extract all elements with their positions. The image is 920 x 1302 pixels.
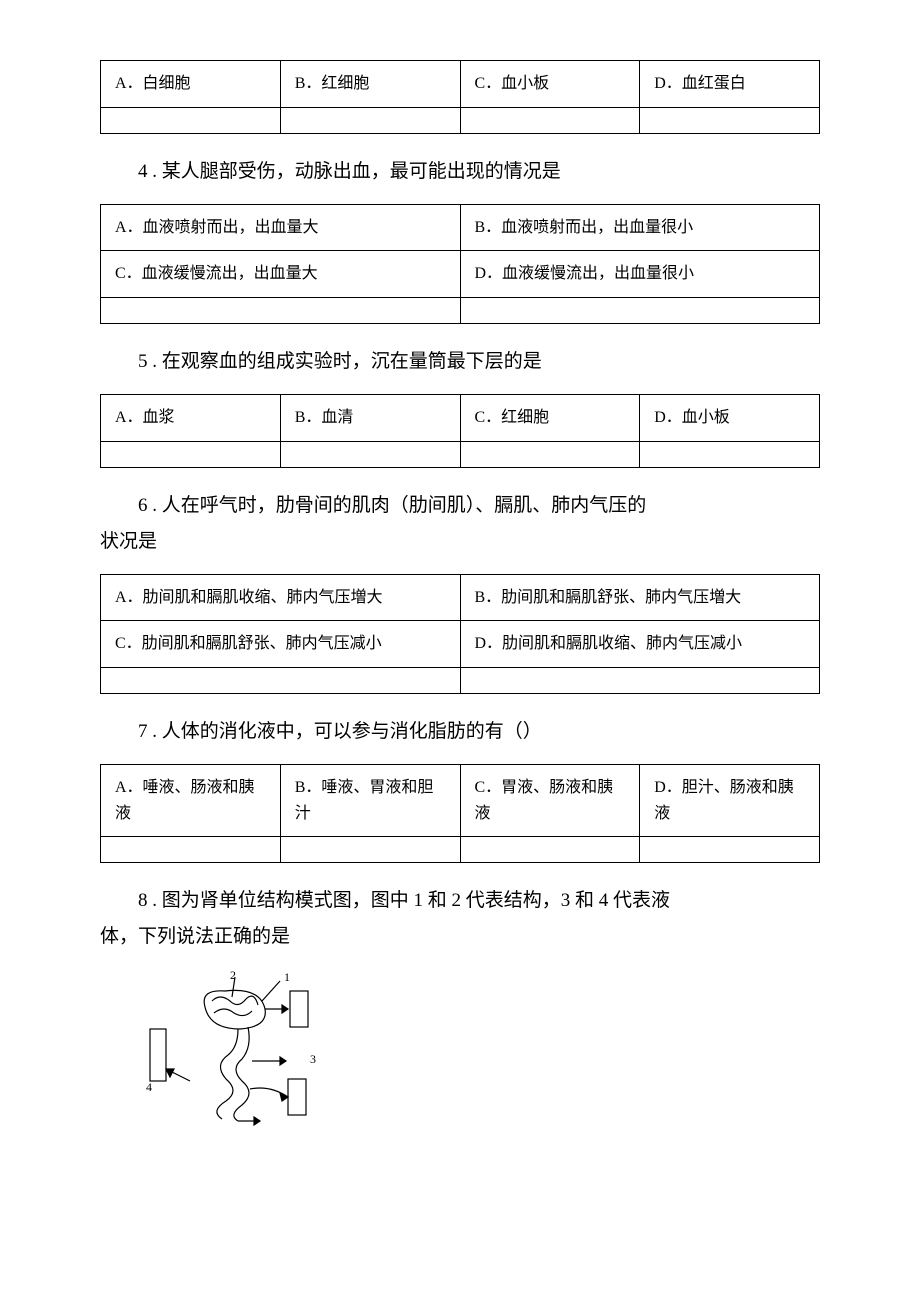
q4-option-d: D．血液缓慢流出，出血量很小 bbox=[460, 251, 820, 298]
q7-option-d: D．胆汁、肠液和胰液 bbox=[640, 765, 820, 837]
q4-option-b: B．血液喷射而出，出血量很小 bbox=[460, 204, 820, 251]
empty-cell bbox=[280, 837, 460, 863]
empty-cell bbox=[101, 837, 281, 863]
q6-text-line2: 状况是 bbox=[100, 524, 820, 560]
q8-text-line2: 体，下列说法正确的是 bbox=[100, 919, 820, 955]
empty-cell bbox=[101, 667, 461, 693]
q5-options-table: A．血浆 B．血清 C．红细胞 D．血小板 bbox=[100, 394, 820, 468]
empty-cell bbox=[101, 107, 281, 133]
q5-option-d: D．血小板 bbox=[640, 394, 820, 441]
empty-cell bbox=[460, 107, 640, 133]
empty-cell bbox=[280, 107, 460, 133]
q7-text: 7 . 人体的消化液中，可以参与消化脂肪的有（） bbox=[100, 714, 820, 750]
q4-options-table: A．血液喷射而出，出血量大 B．血液喷射而出，出血量很小 C．血液缓慢流出，出血… bbox=[100, 204, 820, 324]
empty-cell bbox=[280, 441, 460, 467]
empty-cell bbox=[640, 441, 820, 467]
q6-option-d: D．肋间肌和膈肌收缩、肺内气压减小 bbox=[460, 621, 820, 668]
q5-option-b: B．血清 bbox=[280, 394, 460, 441]
q7-option-b: B．唾液、胃液和胆汁 bbox=[280, 765, 460, 837]
empty-cell bbox=[640, 837, 820, 863]
q3-option-d: D．血红蛋白 bbox=[640, 61, 820, 108]
q6-options-table: A．肋间肌和膈肌收缩、肺内气压増大 B．肋间肌和膈肌舒张、肺内气压増大 C．肋间… bbox=[100, 574, 820, 694]
empty-cell bbox=[460, 441, 640, 467]
svg-text:4: 4 bbox=[146, 1080, 152, 1094]
q7-option-a: A．唾液、肠液和胰液 bbox=[101, 765, 281, 837]
empty-cell bbox=[101, 441, 281, 467]
empty-cell bbox=[460, 297, 820, 323]
nephron-diagram-icon: 2 1 3 4 bbox=[130, 969, 350, 1129]
q4-option-c: C．血液缓慢流出，出血量大 bbox=[101, 251, 461, 298]
q6-option-a: A．肋间肌和膈肌收缩、肺内气压増大 bbox=[101, 574, 461, 621]
q3-options-table: A．白细胞 B．红细胞 C．血小板 D．血红蛋白 bbox=[100, 60, 820, 134]
q8-diagram: 2 1 3 4 bbox=[130, 969, 820, 1134]
q3-option-c: C．血小板 bbox=[460, 61, 640, 108]
q7-option-c: C．胃液、肠液和胰液 bbox=[460, 765, 640, 837]
svg-text:2: 2 bbox=[230, 969, 236, 982]
q3-option-b: B．红细胞 bbox=[280, 61, 460, 108]
empty-cell bbox=[101, 297, 461, 323]
q5-option-c: C．红细胞 bbox=[460, 394, 640, 441]
empty-cell bbox=[640, 107, 820, 133]
q6-text-line1: 6 . 人在呼气时，肋骨间的肌肉（肋间肌）、膈肌、肺内气压的 bbox=[100, 488, 820, 524]
q5-text: 5 . 在观察血的组成实验时，沉在量筒最下层的是 bbox=[100, 344, 820, 380]
q7-options-table: A．唾液、肠液和胰液 B．唾液、胃液和胆汁 C．胃液、肠液和胰液 D．胆汁、肠液… bbox=[100, 764, 820, 863]
q5-option-a: A．血浆 bbox=[101, 394, 281, 441]
q4-option-a: A．血液喷射而出，出血量大 bbox=[101, 204, 461, 251]
q6-option-b: B．肋间肌和膈肌舒张、肺内气压増大 bbox=[460, 574, 820, 621]
q6-option-c: C．肋间肌和膈肌舒张、肺内气压减小 bbox=[101, 621, 461, 668]
q8-text-line1: 8 . 图为肾单位结构模式图，图中 1 和 2 代表结构，3 和 4 代表液 bbox=[100, 883, 820, 919]
svg-text:1: 1 bbox=[284, 970, 290, 984]
q3-option-a: A．白细胞 bbox=[101, 61, 281, 108]
empty-cell bbox=[460, 837, 640, 863]
empty-cell bbox=[460, 667, 820, 693]
svg-text:3: 3 bbox=[310, 1052, 316, 1066]
q4-text: 4 . 某人腿部受伤，动脉出血，最可能出现的情况是 bbox=[100, 154, 820, 190]
